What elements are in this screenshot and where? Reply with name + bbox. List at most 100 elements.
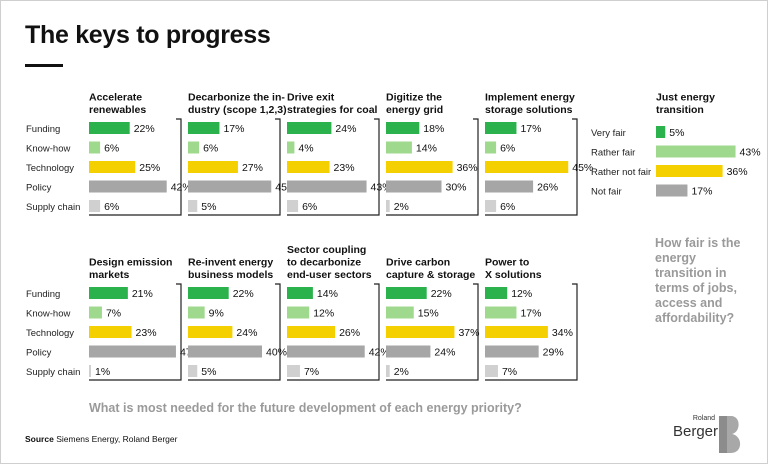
bar-value-label-10-4: 29%	[543, 347, 564, 359]
panel-title-8-line-3: end-user sectors	[287, 269, 372, 281]
panel-title-3-line-2: strategies for coal	[287, 104, 378, 116]
bar-value-label-4-1: 18%	[423, 123, 444, 135]
bar-value-label-5-3: 45%	[572, 162, 593, 174]
bar-1-funding	[89, 122, 130, 134]
bar-2-policy	[188, 180, 272, 193]
bar-8-know-how	[287, 306, 310, 319]
fair-bar-rather-not-fair	[656, 165, 723, 177]
panel-title-2-line-2: dustry (scope 1,2,3)	[188, 104, 287, 116]
bar-value-label-8-5: 7%	[304, 366, 319, 378]
category-label-2-2: Know-how	[26, 309, 70, 320]
bar-5-funding	[485, 122, 517, 134]
panel-title-9-line-1: Drive carbon	[386, 257, 450, 269]
bar-value-label-7-4: 40%	[266, 347, 287, 359]
bar-value-label-8-4: 42%	[369, 347, 390, 359]
panel-title-4-line-1: Digitize the	[386, 92, 442, 104]
bar-value-label-7-1: 22%	[233, 288, 254, 300]
bar-9-supply-chain	[386, 365, 390, 377]
bar-1-policy	[89, 180, 167, 193]
fair-category-label-3: Rather not fair	[591, 167, 651, 178]
bar-value-label-2-5: 5%	[201, 201, 216, 213]
bar-value-label-8-2: 12%	[313, 308, 334, 320]
logo-word-text: Berger	[673, 423, 719, 440]
panel-title-1-line-2: renewables	[89, 104, 146, 116]
bar-4-supply-chain	[386, 200, 390, 212]
bar-value-label-3-3: 23%	[334, 162, 355, 174]
fair-bar-value-label-1: 5%	[669, 127, 684, 139]
panel-title-10-line-1: Power to	[485, 257, 529, 269]
bar-3-policy	[287, 180, 367, 193]
source-text: Siemens Energy, Roland Berger	[56, 434, 178, 444]
bar-value-label-9-4: 24%	[434, 347, 455, 359]
bar-value-label-5-2: 6%	[500, 143, 515, 155]
source-label: Source	[25, 434, 54, 444]
logo-small-text: Roland	[692, 415, 715, 422]
bar-6-funding	[89, 287, 128, 299]
bar-4-know-how	[386, 141, 412, 154]
bar-10-policy	[485, 345, 539, 358]
fair-title-line-1: Just energy	[656, 92, 715, 104]
panel-frame-6	[89, 283, 182, 381]
page-title: The keys to progress	[25, 21, 271, 49]
panel-title-4-line-2: energy grid	[386, 104, 443, 116]
category-label-1-2: Know-how	[26, 144, 70, 155]
panel-title-6-line-2: markets	[89, 269, 129, 281]
bar-value-label-6-1: 21%	[132, 288, 153, 300]
bar-value-label-1-5: 6%	[104, 201, 119, 213]
bar-8-supply-chain	[287, 365, 300, 377]
bar-value-label-9-2: 15%	[418, 308, 439, 320]
bar-value-label-2-1: 17%	[223, 123, 244, 135]
category-label-2-5: Supply chain	[26, 367, 80, 378]
bar-value-label-6-5: 1%	[95, 366, 110, 378]
bar-value-label-4-4: 30%	[446, 182, 467, 194]
bar-7-supply-chain	[188, 365, 198, 377]
bar-value-label-5-1: 17%	[520, 123, 541, 135]
panel-frame-3	[287, 118, 380, 216]
bar-value-label-8-3: 26%	[339, 327, 360, 339]
fairness-question: How fair is the energy transition in ter…	[655, 236, 741, 325]
bar-9-technology	[386, 326, 455, 338]
panel-frame-1	[89, 118, 182, 216]
panel-frame-8	[287, 283, 380, 381]
bar-8-policy	[287, 345, 365, 358]
panel-title-7-line-2: business models	[188, 269, 273, 281]
bar-value-label-6-3: 23%	[136, 327, 157, 339]
fair-category-label-4: Not fair	[591, 187, 622, 198]
fair-bar-not-fair	[656, 184, 688, 197]
panel-title-6-line-1: Design emission	[89, 257, 172, 269]
bar-10-supply-chain	[485, 365, 498, 377]
bar-6-know-how	[89, 306, 102, 319]
source-note: Source Siemens Energy, Roland Berger	[25, 434, 177, 444]
bar-2-know-how	[188, 141, 200, 154]
bar-value-label-2-2: 6%	[203, 143, 218, 155]
fair-bar-very-fair	[656, 126, 666, 138]
bar-8-funding	[287, 287, 313, 299]
bar-value-label-9-5: 2%	[394, 366, 409, 378]
panel-frame-10	[485, 283, 578, 381]
bar-3-supply-chain	[287, 200, 299, 212]
panel-title-1-line-1: Accelerate	[89, 92, 142, 104]
panel-title-10-line-2: X solutions	[485, 269, 542, 281]
bar-value-label-9-1: 22%	[431, 288, 452, 300]
category-label-2-1: Funding	[26, 289, 60, 300]
bar-value-label-3-5: 6%	[302, 201, 317, 213]
bar-value-label-1-3: 25%	[139, 162, 160, 174]
fair-bar-value-label-4: 17%	[691, 186, 712, 198]
bar-value-label-3-2: 4%	[298, 143, 313, 155]
category-label-1-1: Funding	[26, 124, 60, 135]
bar-value-label-9-3: 37%	[458, 327, 479, 339]
bar-1-technology	[89, 161, 136, 173]
bar-value-label-4-2: 14%	[416, 143, 437, 155]
bar-4-technology	[386, 161, 453, 173]
bar-value-label-4-5: 2%	[394, 201, 409, 213]
category-label-1-4: Policy	[26, 183, 52, 194]
category-label-2-4: Policy	[26, 348, 52, 359]
bar-6-policy	[89, 345, 176, 358]
fair-bar-value-label-2: 43%	[740, 147, 761, 159]
bar-5-supply-chain	[485, 200, 497, 212]
bar-1-supply-chain	[89, 200, 101, 212]
fair-bar-rather-fair	[656, 145, 736, 158]
bar-6-supply-chain	[89, 365, 91, 377]
logo-b-mark-icon	[719, 416, 741, 453]
